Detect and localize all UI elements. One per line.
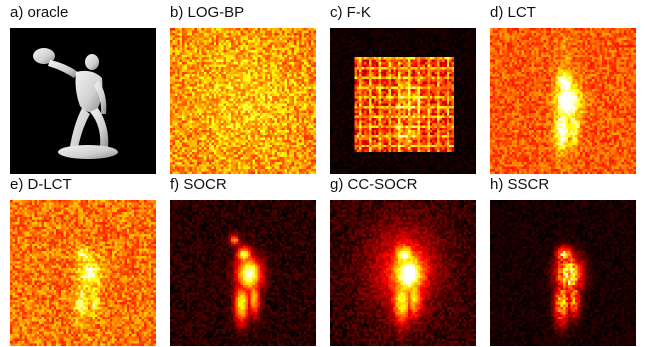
panel-a-caption: a) oracle [10, 4, 69, 21]
panel-g-caption: g) CC-SOCR [330, 176, 418, 193]
panel-b-caption: b) LOG-BP [170, 4, 245, 21]
panel-d-caption: d) LCT [490, 4, 536, 21]
panel-f-caption: f) SOCR [170, 176, 227, 193]
d-lct-reconstruction-image [10, 200, 156, 346]
panel-c-caption: c) F-K [330, 4, 371, 21]
f-k-reconstruction-image [330, 28, 476, 174]
cc-socr-reconstruction-image [330, 200, 476, 346]
lct-reconstruction-image [490, 28, 636, 174]
oracle-statue-image [10, 28, 156, 174]
socr-reconstruction-image [170, 200, 316, 346]
panel-h-caption: h) SSCR [490, 176, 550, 193]
log-bp-reconstruction-image [170, 28, 316, 174]
sscr-reconstruction-image [490, 200, 636, 346]
panel-e-caption: e) D-LCT [10, 176, 72, 193]
